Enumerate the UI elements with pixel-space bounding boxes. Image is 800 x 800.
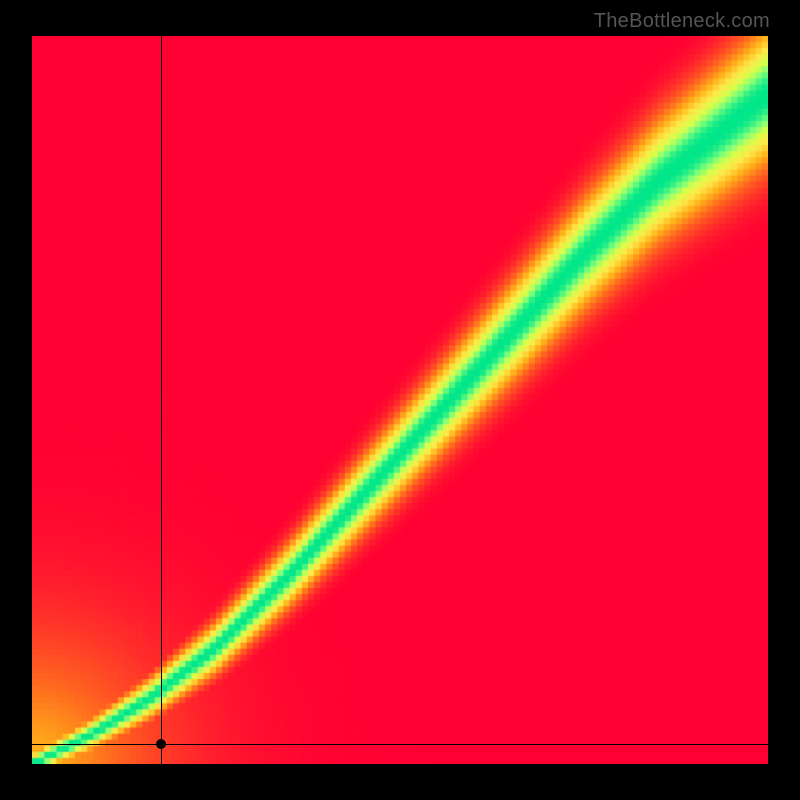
crosshair-marker (156, 739, 166, 749)
heatmap-canvas (32, 36, 768, 764)
crosshair-vertical (161, 36, 162, 764)
heatmap-plot (32, 36, 768, 764)
crosshair-horizontal (32, 744, 768, 745)
watermark-text: TheBottleneck.com (594, 10, 770, 33)
